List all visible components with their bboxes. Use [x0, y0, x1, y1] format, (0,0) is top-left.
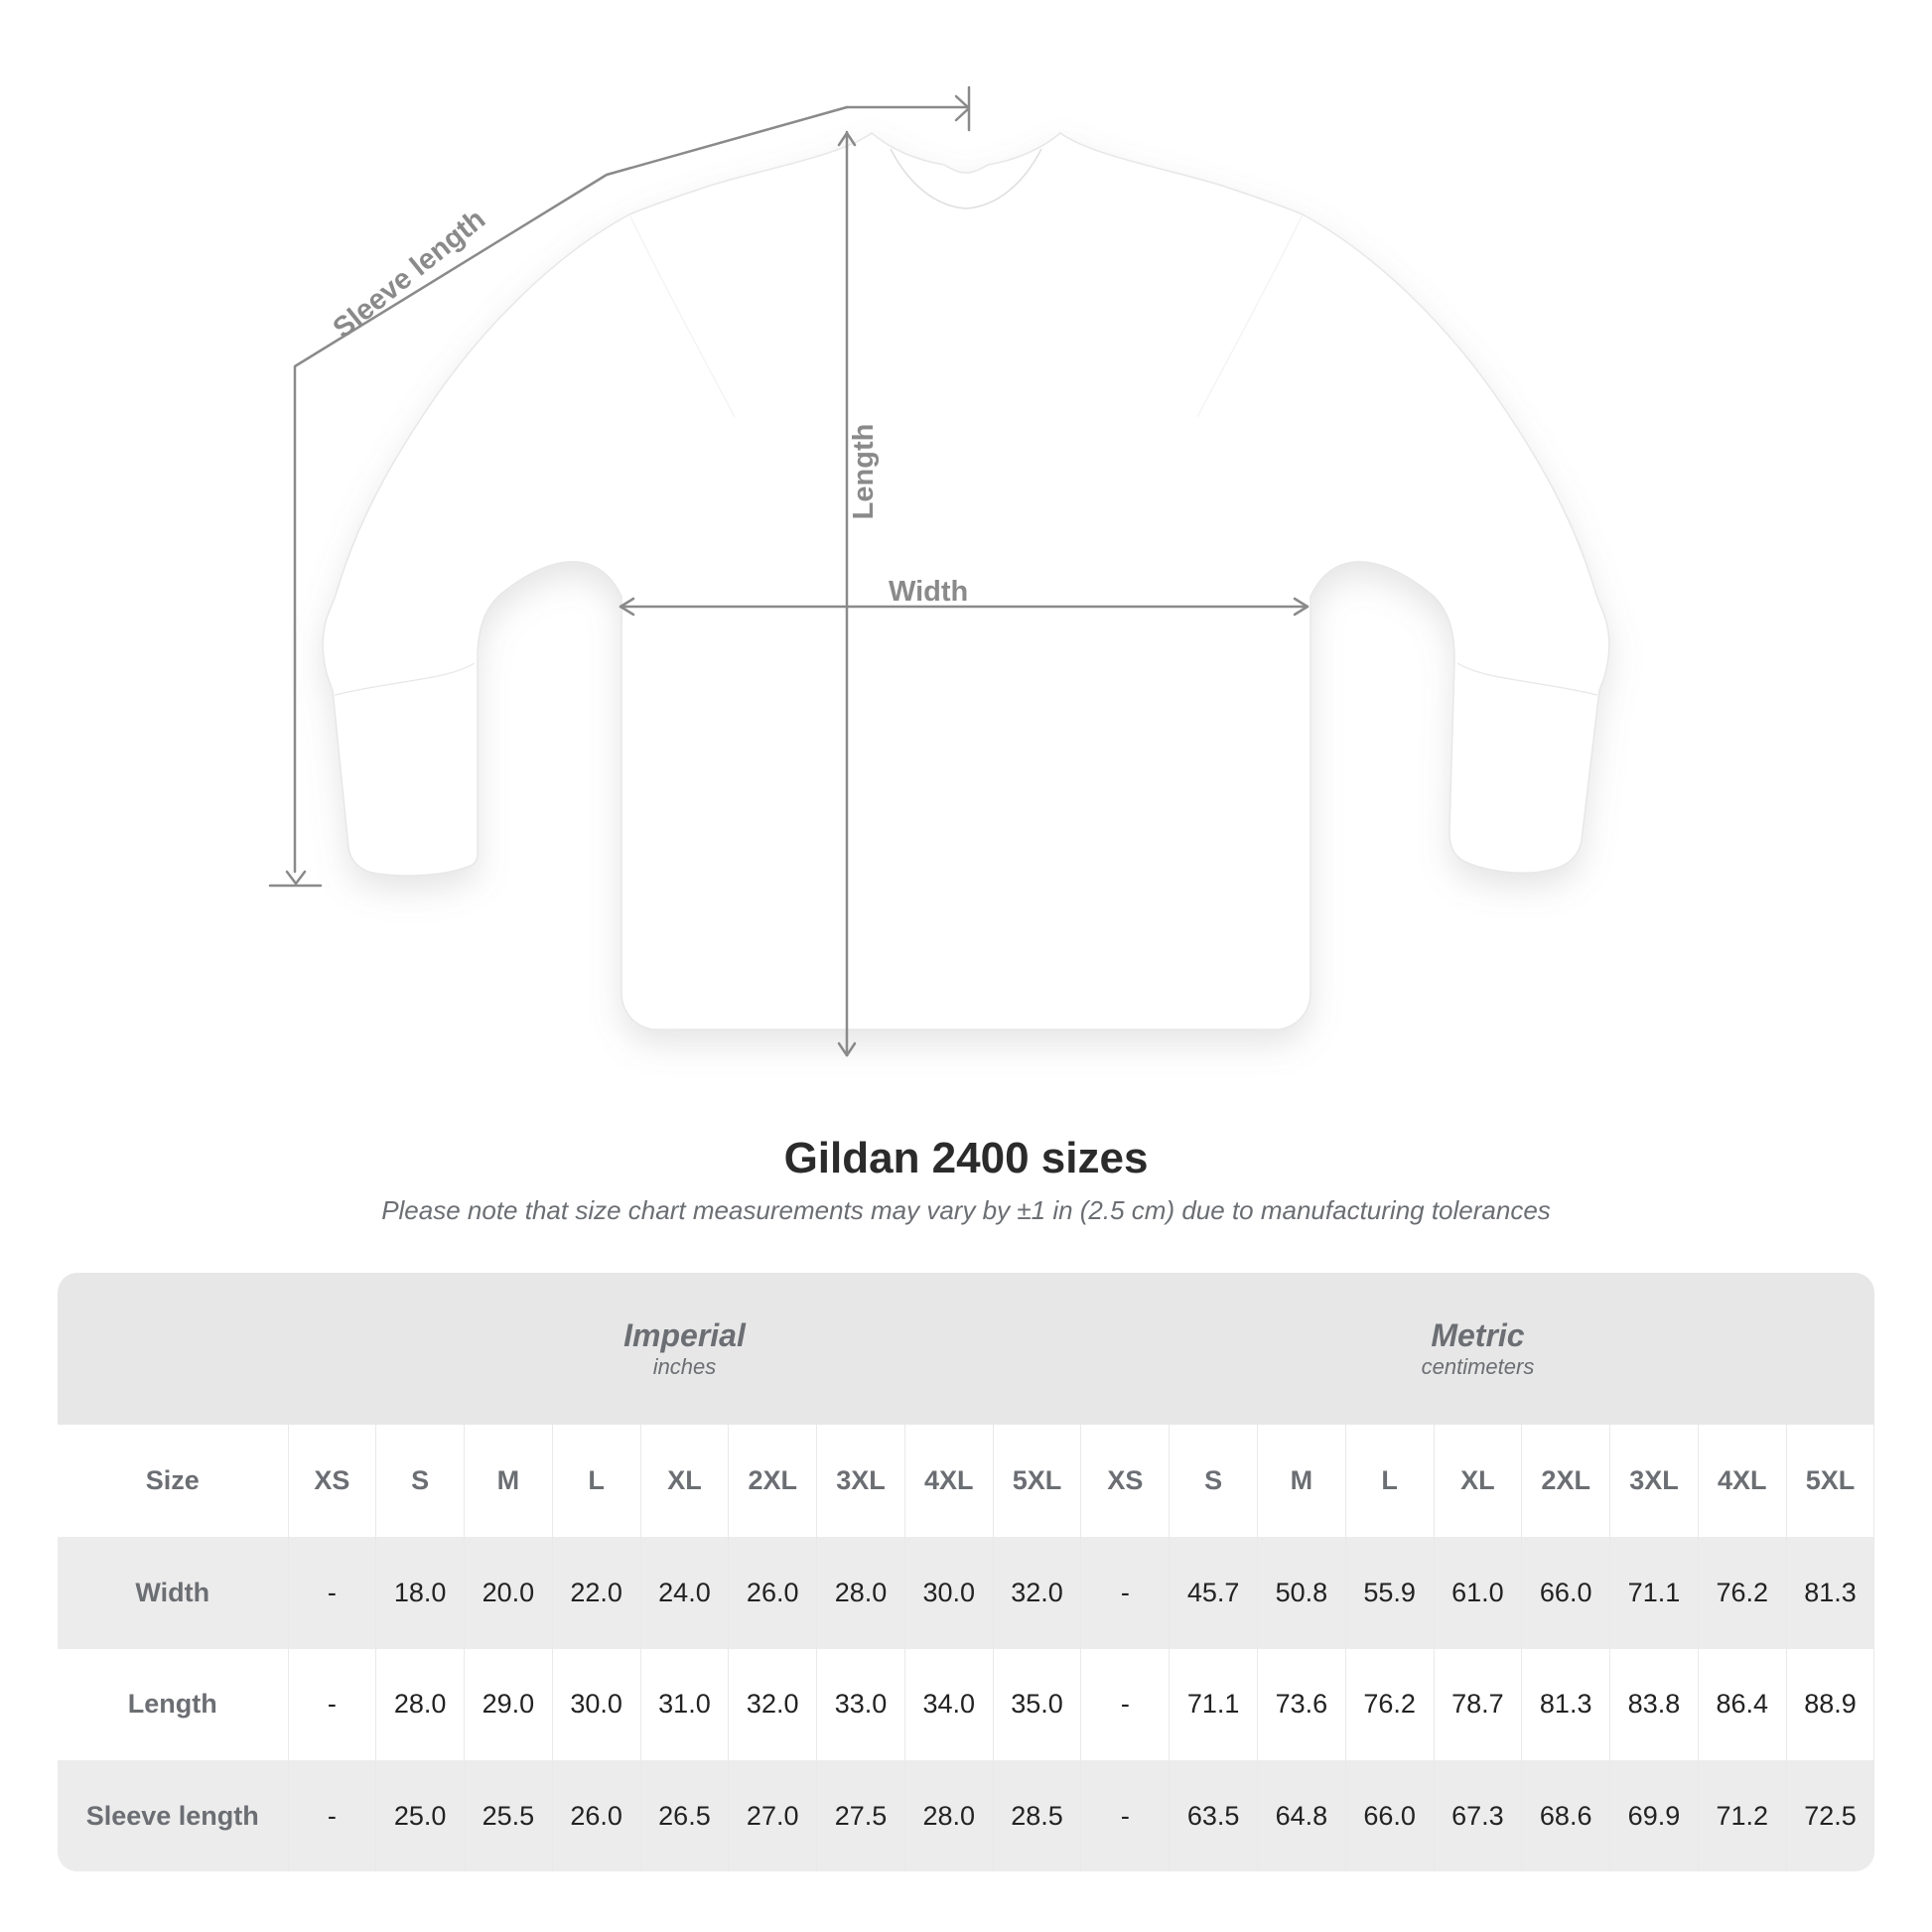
svg-text:Width: Width — [889, 576, 968, 608]
svg-text:Sleeve length: Sleeve length — [328, 204, 491, 345]
svg-text:Length: Length — [848, 424, 880, 520]
